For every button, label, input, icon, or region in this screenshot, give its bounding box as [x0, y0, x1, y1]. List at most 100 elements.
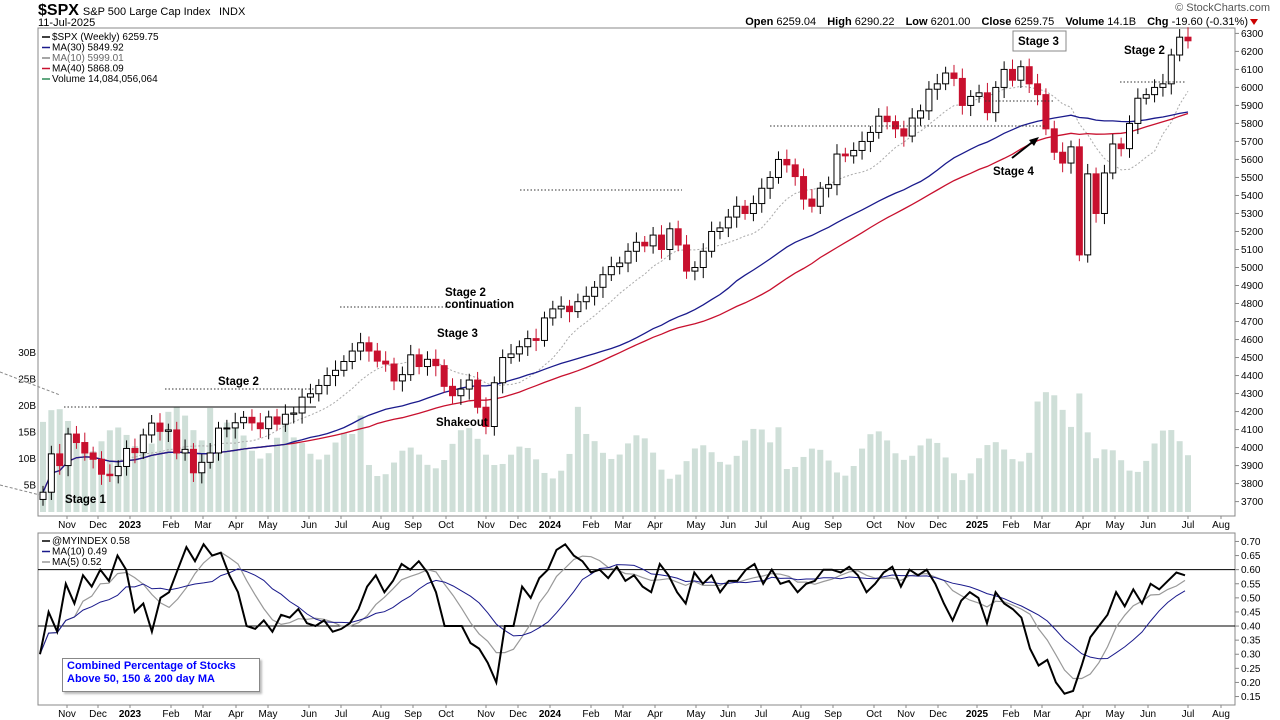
volume-bar	[566, 453, 573, 512]
price-candle	[674, 220, 682, 252]
price-candle	[1000, 61, 1008, 99]
price-candle	[390, 357, 398, 391]
candle-body	[624, 250, 632, 264]
candle-body	[39, 491, 47, 500]
candle-body	[549, 308, 557, 319]
price-tick-label: 4700	[1241, 317, 1264, 328]
price-candle	[532, 328, 540, 352]
price-candle	[323, 367, 331, 395]
time-tick-label: 2025	[966, 520, 989, 531]
indicator-legend-entry: MA(10) 0.49	[52, 547, 107, 558]
volume-bar	[633, 435, 640, 512]
volume-bar	[583, 433, 590, 512]
brand-label[interactable]: © StockCharts.com	[1175, 2, 1270, 14]
price-tick-label: 4100	[1241, 425, 1264, 436]
indicator-legend-entry: @MYINDEX 0.58	[52, 536, 130, 547]
annotation-stage-1: Stage 1	[65, 494, 107, 506]
volume-bar	[959, 480, 966, 512]
candle-body	[64, 433, 72, 467]
volume-bar	[1109, 450, 1116, 512]
volume-bar	[725, 464, 732, 512]
price-candle	[708, 221, 716, 258]
volume-bar	[708, 452, 715, 512]
candle-body	[357, 342, 365, 352]
indicator-tick-label: 0.55	[1241, 579, 1261, 590]
price-candle	[616, 256, 624, 275]
price-candle	[490, 376, 498, 436]
price-candle	[1142, 88, 1150, 105]
candle-body	[1100, 172, 1108, 214]
price-candle	[1184, 27, 1192, 49]
price-candle	[223, 419, 231, 438]
time-tick-label: Dec	[509, 709, 527, 720]
candle-body	[1151, 86, 1159, 96]
price-candle	[290, 406, 298, 424]
candle-body	[1109, 143, 1117, 174]
price-candle	[1125, 115, 1133, 158]
volume-bar	[825, 460, 832, 512]
time-tick-label: Sep	[824, 520, 842, 531]
price-tick-label: 5300	[1241, 209, 1264, 220]
price-candle	[582, 286, 590, 310]
candle-body	[591, 286, 599, 297]
candle-body	[992, 86, 1000, 114]
volume-bar	[382, 474, 389, 512]
volume-bar	[1101, 449, 1108, 512]
candle-body	[540, 317, 548, 341]
index-name: S&P 500 Large Cap Index	[82, 6, 211, 18]
volume-bar	[1084, 432, 1091, 512]
time-tick-label: Jun	[1140, 709, 1156, 720]
indicator-panel-frame	[37, 532, 1236, 706]
volume-tick-label: 5B	[24, 481, 37, 492]
candle-body	[340, 360, 348, 371]
time-tick-label: Jun	[301, 520, 317, 531]
price-candle	[891, 115, 899, 139]
candle-body	[800, 176, 808, 200]
price-candle	[407, 344, 415, 381]
price-candle	[549, 300, 557, 326]
candle-body	[1125, 122, 1133, 150]
price-tick-label: 5400	[1241, 191, 1264, 202]
volume-bar	[324, 454, 331, 512]
candle-body	[808, 198, 816, 207]
price-candle	[632, 232, 640, 262]
volume-bar	[432, 468, 439, 512]
candle-body	[708, 230, 716, 252]
candle-body	[240, 416, 248, 424]
price-candle	[265, 410, 273, 440]
candle-body	[900, 128, 908, 137]
volume-bar	[40, 421, 46, 512]
time-tick-label: Sep	[404, 520, 422, 531]
price-candle	[240, 411, 248, 430]
volume-bar	[1126, 470, 1133, 512]
time-tick-label: Sep	[404, 709, 422, 720]
price-candle	[47, 445, 55, 500]
exchange: INDX	[219, 6, 246, 18]
price-tick-label: 5600	[1241, 155, 1264, 166]
candle-body	[348, 350, 356, 362]
change-down-icon	[1250, 19, 1258, 25]
volume-bar	[616, 454, 623, 512]
price-candle	[641, 235, 649, 253]
price-candle	[1008, 59, 1016, 87]
candle-body	[198, 461, 206, 474]
annotation-stage-3: Stage 3	[437, 328, 478, 340]
price-tick-label: 6000	[1241, 83, 1264, 94]
price-tick-label: 4900	[1241, 281, 1264, 292]
time-tick-label: Mar	[194, 520, 212, 531]
annotation-continuation: continuation	[445, 299, 514, 311]
volume-bar	[223, 422, 230, 512]
volume-bar	[424, 464, 431, 512]
volume-bar	[449, 443, 456, 512]
candle-body	[365, 342, 373, 352]
volume-bar	[1034, 401, 1041, 512]
price-candle	[716, 221, 724, 240]
price-candle	[850, 142, 858, 164]
price-candle	[808, 189, 816, 213]
candle-body	[1000, 68, 1008, 88]
candle-body	[1176, 36, 1184, 56]
candle-body	[574, 301, 582, 313]
volume-bar	[1134, 471, 1141, 512]
candle-body	[390, 363, 398, 382]
